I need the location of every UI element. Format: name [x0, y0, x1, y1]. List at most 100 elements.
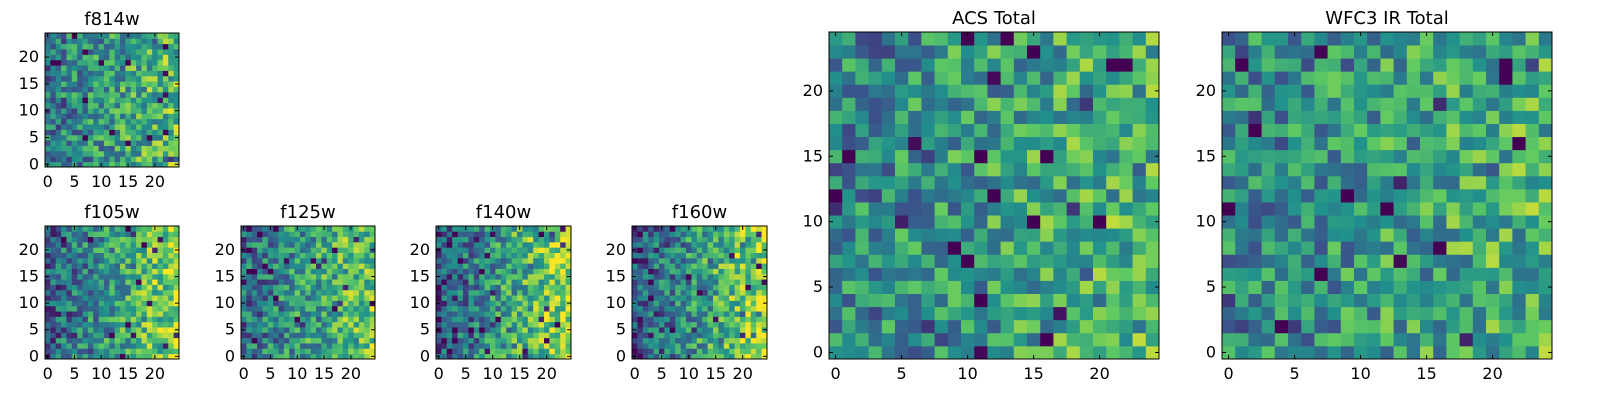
heatmap-cell	[441, 300, 448, 307]
heatmap-cell	[152, 252, 158, 259]
heatmap-cell	[734, 226, 741, 232]
heatmap-cell	[490, 348, 496, 355]
heatmap-cell	[1106, 123, 1120, 138]
heatmap-cell	[723, 321, 730, 328]
heatmap-cell	[1354, 149, 1368, 164]
heatmap-cell	[1106, 254, 1120, 268]
heatmap-cell	[273, 252, 279, 259]
heatmap-cell	[723, 241, 730, 248]
heatmap-cell	[691, 337, 698, 344]
heatmap-cell	[745, 343, 752, 349]
heatmap-cell	[332, 252, 338, 259]
heatmap-cell	[162, 263, 169, 269]
heatmap-cell	[522, 279, 529, 285]
heatmap-cell	[723, 337, 730, 344]
heatmap-cell	[686, 257, 692, 264]
heatmap-cell	[45, 236, 51, 243]
heatmap-cell	[77, 140, 83, 146]
heatmap-cell	[908, 319, 922, 334]
heatmap-cell	[50, 241, 57, 248]
heatmap-cell	[152, 59, 158, 66]
heatmap-cell	[1459, 136, 1474, 151]
heatmap-cell	[1472, 306, 1487, 321]
heatmap-cell	[93, 295, 99, 301]
heatmap-cell	[1106, 280, 1120, 294]
heatmap-cell	[868, 97, 883, 111]
heatmap-cell	[446, 273, 453, 280]
heatmap-cell	[332, 226, 338, 232]
heatmap-cell	[1380, 280, 1394, 294]
heatmap-cell	[50, 43, 57, 50]
heatmap-cell	[522, 289, 529, 296]
heatmap-cell	[109, 343, 116, 349]
heatmap-cell	[868, 254, 883, 268]
heatmap-cell	[506, 332, 512, 339]
heatmap-cell	[82, 75, 89, 82]
heatmap-cell	[761, 332, 768, 339]
heatmap-cell	[109, 33, 116, 39]
heatmap-cell	[740, 343, 746, 349]
heatmap-cell	[457, 247, 464, 253]
heatmap-cell	[98, 118, 105, 125]
heatmap-cell	[560, 337, 566, 344]
heatmap-cell	[511, 321, 518, 328]
heatmap-cell	[1420, 254, 1434, 268]
heatmap-cell	[103, 295, 110, 301]
heatmap-cell	[98, 247, 105, 253]
heatmap-cell	[895, 149, 909, 164]
heatmap-cell	[895, 123, 909, 138]
heatmap-cell	[1406, 110, 1421, 124]
heatmap-cell	[1222, 202, 1236, 216]
x-tick-label: 20	[341, 364, 361, 383]
heatmap-cell	[1222, 332, 1236, 347]
heatmap-cell	[549, 279, 556, 285]
heatmap-cell	[538, 321, 545, 328]
heatmap-cell	[1512, 123, 1526, 138]
heatmap-cell	[294, 295, 301, 301]
heatmap-cell	[321, 268, 328, 275]
heatmap-cell	[152, 43, 158, 50]
heatmap-cell	[342, 241, 349, 248]
heatmap-cell	[653, 231, 660, 238]
heatmap-cell	[533, 316, 539, 323]
x-tick-label: 5	[265, 364, 275, 383]
heatmap-cell	[1512, 32, 1526, 46]
heatmap-cell	[1446, 228, 1460, 242]
heatmap-cell	[98, 311, 105, 317]
heatmap-cell	[321, 348, 328, 355]
heatmap-cell	[1380, 175, 1394, 190]
heatmap-cell	[908, 228, 922, 242]
heatmap-cell	[842, 32, 856, 46]
heatmap-cell	[565, 311, 572, 317]
heatmap-cell	[544, 300, 550, 307]
heatmap-cell	[157, 33, 164, 39]
heatmap-cell	[1053, 123, 1067, 138]
heatmap-cell	[1145, 267, 1160, 281]
heatmap-cell	[484, 263, 491, 269]
heatmap-cell	[691, 321, 698, 328]
heatmap-cell	[554, 305, 561, 312]
heatmap-cell	[45, 65, 51, 71]
heatmap-cell	[120, 156, 126, 163]
heatmap-cell	[278, 284, 285, 291]
heatmap-cell	[500, 257, 507, 264]
heatmap-cell	[168, 321, 175, 328]
heatmap-cell	[146, 113, 153, 120]
heatmap-cell	[908, 188, 922, 203]
heatmap-cell	[987, 202, 1001, 216]
heatmap-cell	[484, 231, 491, 238]
heatmap-cell	[1274, 267, 1289, 281]
heatmap-cell	[1000, 71, 1015, 85]
heatmap-cell	[441, 273, 448, 280]
heatmap-cell	[146, 145, 153, 152]
heatmap-cell	[125, 97, 132, 104]
heatmap-cell	[55, 97, 62, 104]
heatmap-cell	[353, 247, 360, 253]
heatmap-cell	[1222, 188, 1236, 203]
heatmap-cell	[881, 175, 896, 190]
heatmap-cell	[1040, 71, 1054, 85]
heatmap-cell	[1000, 58, 1015, 72]
heatmap-cell	[1119, 306, 1133, 321]
heatmap-cell	[533, 284, 539, 291]
heatmap-cell	[881, 228, 896, 242]
